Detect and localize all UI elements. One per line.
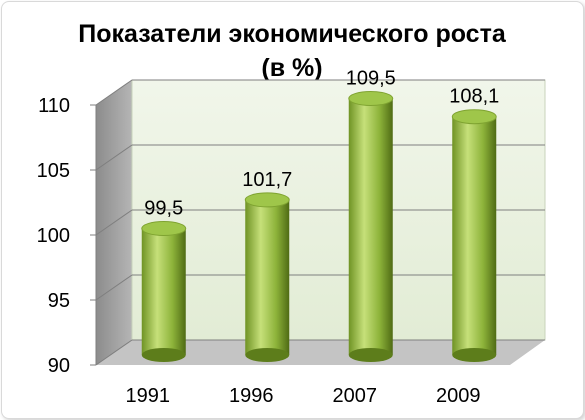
- data-label: 109,5: [346, 68, 396, 90]
- bar-body: [348, 98, 393, 355]
- bar-top: [141, 221, 187, 236]
- bar-base: [245, 348, 290, 362]
- bar-top: [244, 192, 290, 208]
- gridline-side: [95, 209, 133, 236]
- y-tick-label: 95: [48, 290, 70, 312]
- y-tick-label: 110: [38, 95, 70, 117]
- y-axis: 90 95 100 105 110: [37, 95, 97, 377]
- gridline-side: [95, 274, 133, 301]
- bar-body: [245, 199, 290, 355]
- x-tick-label: 1996: [229, 385, 274, 407]
- bar-base: [452, 348, 497, 362]
- bar: [244, 192, 290, 362]
- bars: 99,5 101,7 109,5 108,1: [141, 68, 499, 362]
- x-tick-label: 2009: [436, 385, 481, 407]
- floor: [96, 340, 545, 365]
- x-tick-label: 2007: [333, 385, 378, 407]
- y-tick-label: 105: [37, 160, 70, 182]
- bar: [348, 91, 394, 362]
- y-tick-label: 90: [48, 355, 70, 377]
- gridline-side: [95, 79, 133, 106]
- bar-base: [141, 348, 186, 362]
- bar-body: [141, 228, 186, 355]
- chart-subtitle: (в %): [261, 54, 322, 82]
- bar: [141, 221, 187, 362]
- gridline-side: [95, 144, 133, 171]
- bar: [451, 109, 497, 362]
- y-tick-label: 100: [37, 225, 70, 247]
- data-label: 108,1: [449, 86, 499, 108]
- bar-top: [451, 109, 497, 125]
- chart-title: Показатели экономического роста: [78, 20, 507, 48]
- data-label: 99,5: [144, 198, 183, 220]
- bar-top: [348, 91, 394, 106]
- x-axis: 1991 1996 2007 2009: [126, 385, 481, 407]
- bar-base: [348, 348, 393, 362]
- data-label: 101,7: [242, 169, 292, 191]
- x-tick-label: 1991: [126, 385, 171, 407]
- bar-body: [452, 116, 497, 355]
- gridline-side: [95, 339, 133, 366]
